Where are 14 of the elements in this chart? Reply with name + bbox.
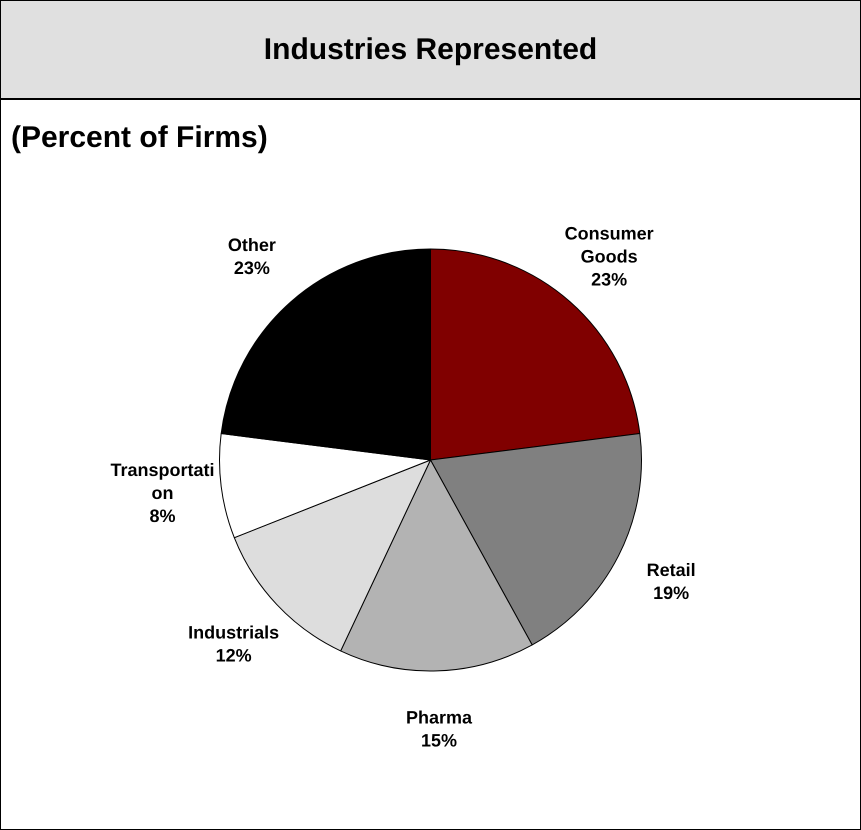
data-label: 19%: [653, 583, 690, 604]
slice-label: Consumer Goods: [564, 223, 654, 266]
chart-subtitle: (Percent of Firms): [11, 121, 268, 155]
slice-label: Retail: [646, 560, 696, 580]
chart-title: Industries Represented: [1, 1, 860, 100]
slice-label: Transportation: [110, 460, 215, 503]
data-label: 12%: [216, 645, 252, 666]
data-label: 15%: [420, 730, 457, 750]
data-label: 23%: [591, 269, 628, 290]
data-label: 8%: [150, 506, 176, 526]
slice-label: Other: [228, 234, 276, 255]
slice-label: Pharma: [406, 707, 473, 728]
data-label: 23%: [234, 258, 270, 278]
slice-label: Industrials: [188, 622, 280, 642]
